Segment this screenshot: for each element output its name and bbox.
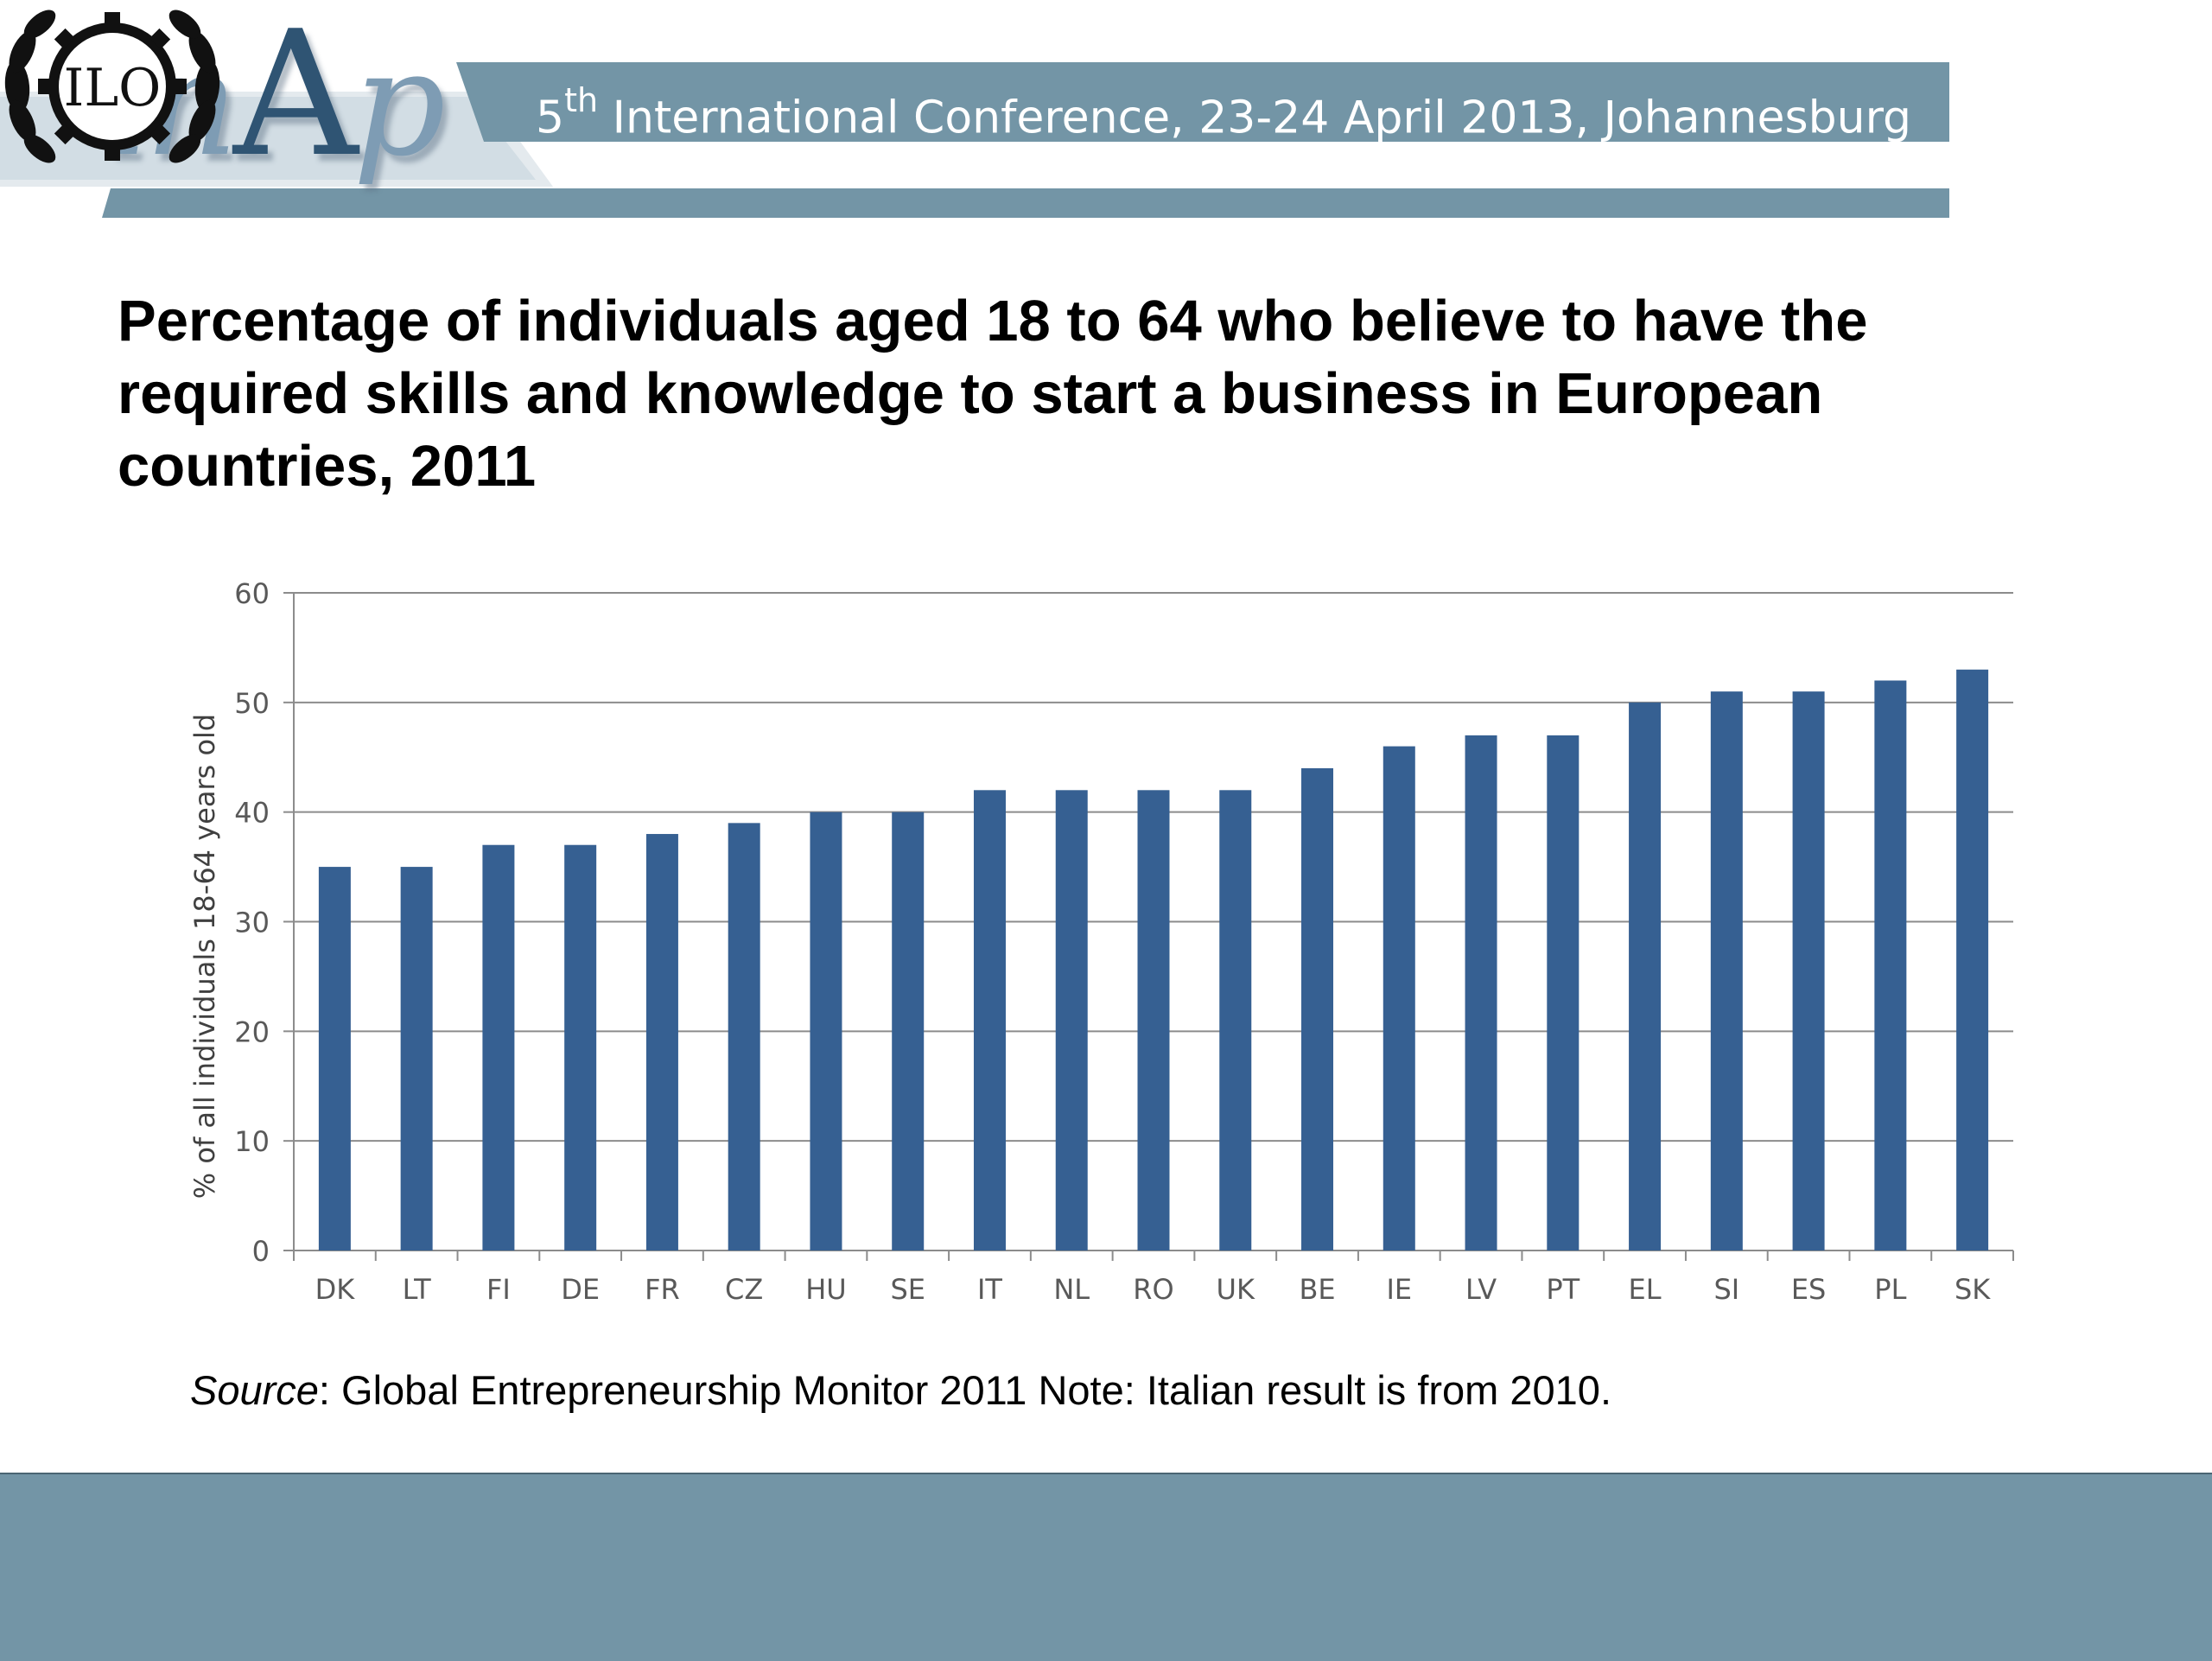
ilo-logo-text: ILO <box>64 58 162 118</box>
y-tick-label: 30 <box>234 907 270 939</box>
x-tick-label: IE <box>1386 1273 1412 1306</box>
x-tick-label: NL <box>1053 1273 1090 1306</box>
x-tick-label: SE <box>890 1273 925 1306</box>
chart-y-tick-labels: 0 10 20 30 40 50 60 <box>234 577 270 1268</box>
x-tick-label: RO <box>1133 1273 1173 1306</box>
slide-title: Percentage of individuals aged 18 to 64 … <box>118 289 1868 499</box>
conference-ordinal: 5 <box>536 92 565 144</box>
header-bottom-band <box>102 188 1949 218</box>
ilo-laurel-icon <box>4 10 220 163</box>
x-tick-label: DE <box>561 1273 600 1306</box>
bar-lv <box>1465 735 1497 1251</box>
source-note: Source: Global Entrepreneurship Monitor … <box>190 1362 1611 1419</box>
x-tick-label: DK <box>315 1273 356 1306</box>
x-tick-label: IT <box>977 1273 1002 1306</box>
conference-title-text: International Conference, 23-24 April 20… <box>598 92 1912 144</box>
x-tick-label: FR <box>645 1273 680 1306</box>
slide-footer-bar <box>0 1473 2212 1661</box>
ilo-logo: ILO <box>4 10 220 163</box>
x-tick-label: LV <box>1465 1273 1497 1306</box>
bar-pt <box>1547 735 1580 1251</box>
y-tick-label: 20 <box>234 1015 270 1048</box>
x-tick-label: PL <box>1874 1273 1906 1306</box>
bar-it <box>973 790 1006 1251</box>
x-tick-label: BE <box>1299 1273 1335 1306</box>
slide-header: inAp 5th International Conference, 23-24… <box>0 0 2212 233</box>
bar-dk <box>318 867 351 1251</box>
x-tick-label: ES <box>1791 1273 1827 1306</box>
chart-bars <box>318 669 1989 1251</box>
bar-sk <box>1956 669 1989 1251</box>
bar-es <box>1792 691 1825 1251</box>
bar-be <box>1301 767 1334 1251</box>
bar-uk <box>1219 790 1252 1251</box>
y-tick-label: 40 <box>234 797 270 830</box>
bar-cz <box>728 823 760 1251</box>
bar-se <box>892 811 925 1251</box>
bar-de <box>564 844 597 1251</box>
x-tick-label: CZ <box>725 1273 763 1306</box>
bar-fi <box>482 844 515 1251</box>
bar-ie <box>1382 746 1415 1251</box>
x-tick-label: FI <box>486 1273 511 1306</box>
x-tick-label: UK <box>1217 1273 1255 1306</box>
x-tick-label: EL <box>1629 1273 1662 1306</box>
x-tick-label: HU <box>805 1273 846 1306</box>
conference-title: 5th International Conference, 23-24 Apri… <box>536 71 1911 157</box>
y-axis-label: % of all individuals 18-64 years old <box>188 714 221 1199</box>
y-tick-label: 50 <box>234 687 270 720</box>
bar-nl <box>1055 790 1088 1251</box>
bar-si <box>1710 691 1743 1251</box>
bar-pl <box>1874 680 1907 1251</box>
conference-ordinal-suffix: th <box>564 81 599 119</box>
bar-hu <box>810 811 842 1251</box>
x-tick-label: SK <box>1955 1273 1991 1306</box>
source-text: : Global Entrepreneurship Monitor 2011 N… <box>318 1367 1612 1413</box>
source-label: Source <box>190 1367 319 1413</box>
bar-chart: 0 10 20 30 40 50 60 DK LT FI DE FR CZ HU SE IT NL RO UK BE… <box>188 577 2014 1306</box>
x-tick-label: LT <box>403 1273 431 1306</box>
x-tick-label: SI <box>1713 1273 1739 1306</box>
x-tick-label: PT <box>1546 1273 1580 1306</box>
bar-fr <box>645 834 678 1251</box>
bar-lt <box>400 867 433 1251</box>
ilo-gear-icon <box>38 12 187 161</box>
header-title-band <box>456 62 1949 142</box>
y-tick-label: 0 <box>252 1235 270 1268</box>
bar-el <box>1629 702 1662 1251</box>
y-tick-label: 60 <box>234 577 270 610</box>
chart-x-tick-labels: DK LT FI DE FR CZ HU SE IT NL RO UK BE IE LV PT EL SI ES PL… <box>315 1273 1992 1306</box>
y-tick-label: 10 <box>234 1125 270 1158</box>
bar-ro <box>1137 790 1170 1251</box>
